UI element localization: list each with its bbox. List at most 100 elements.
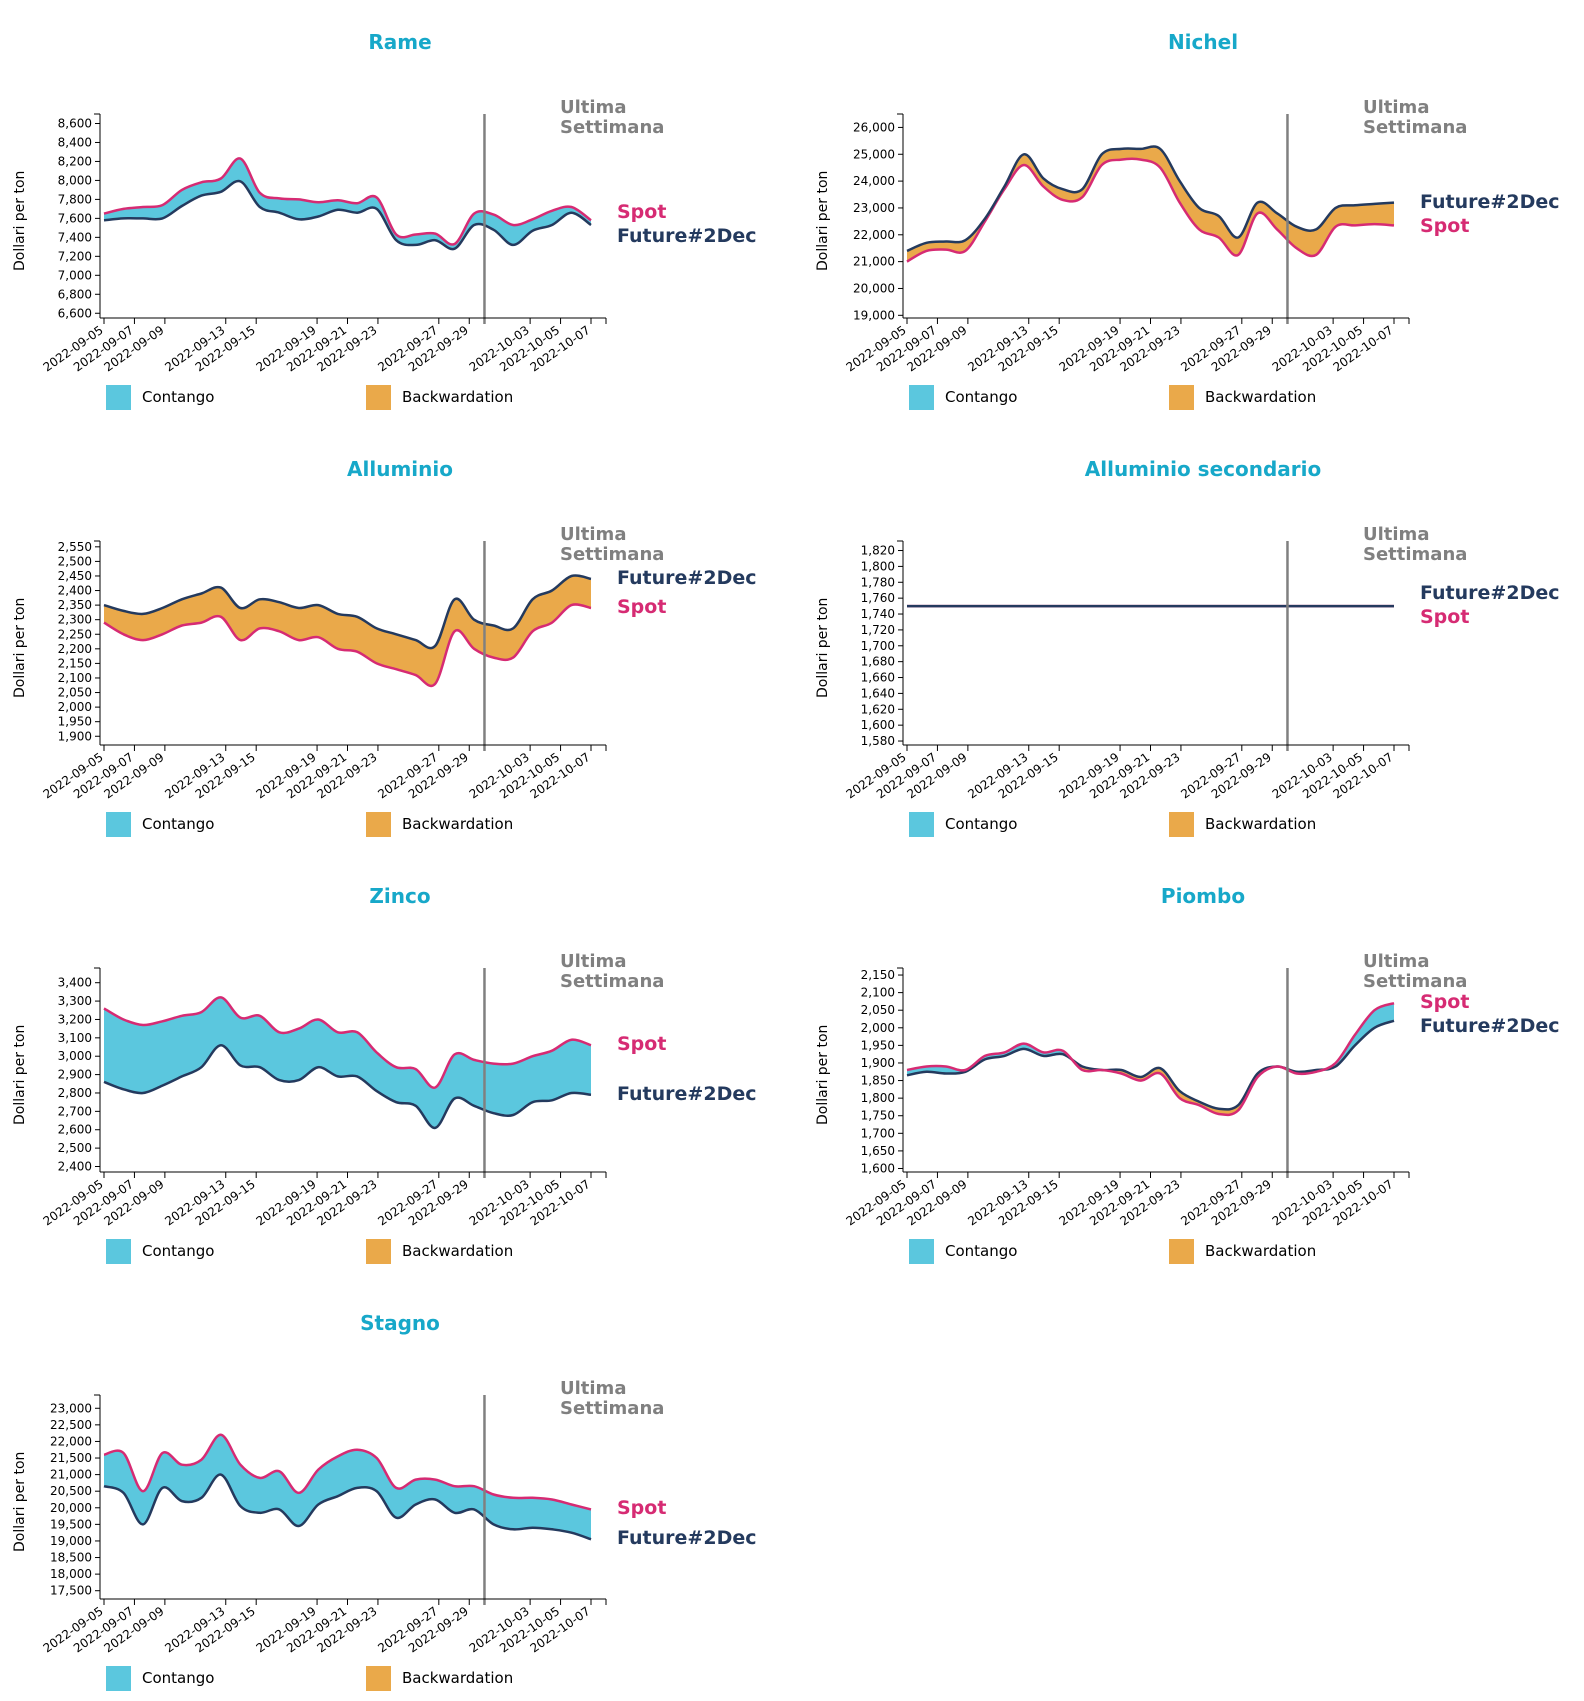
last-week-label-line: Ultima [560,524,627,545]
chart-title: Piombo [1160,884,1246,908]
y-tick-label: 1,900 [861,1056,895,1070]
y-tick-label: 2,050 [58,686,92,700]
last-week-label-line: Ultima [560,97,627,118]
legend-backwardation-label: Backwardation [1205,1242,1317,1260]
y-tick-label: 8,600 [58,116,92,130]
y-tick-label: 2,000 [58,700,92,714]
spot-line [906,1001,1395,1117]
future-series-label: Future#2Dec [1420,190,1560,213]
spot-series-label: Spot [617,1497,667,1520]
last-week-label: Ultima Settimana [560,98,664,138]
y-tick-label: 2,500 [58,554,92,568]
y-tick-label: 1,740 [861,607,895,621]
legend-contango-label: Contango [142,388,215,406]
y-tick-label: 1,660 [861,671,895,685]
y-tick-label: 20,000 [50,1501,92,1515]
future-series-label: Future#2Dec [617,1082,757,1105]
legend-backwardation: Backwardation [366,811,513,837]
y-tick-label: 2,050 [861,1003,895,1017]
chart-title: Stagno [360,1311,440,1335]
legend-backwardation-label: Backwardation [402,1669,514,1687]
y-tick-label: 2,350 [58,598,92,612]
future-series-label: Future#2Dec [617,566,757,589]
legend-backwardation-label: Backwardation [402,388,514,406]
contango-area [104,158,591,250]
last-week-label-line: Ultima [560,951,627,972]
y-tick-label: 20,500 [50,1484,92,1498]
y-tick-label: 1,950 [58,715,92,729]
y-tick-label: 3,200 [58,1012,92,1026]
legend-contango-label: Contango [945,815,1018,833]
y-tick-label: 2,700 [58,1104,92,1118]
y-tick-label: 1,720 [861,623,895,637]
spot-series-label: Spot [617,201,667,223]
y-axis-label: Dollari per ton [12,597,28,698]
chart-panel-piombo: Piombo 1,600 1,650 1,700 1,750 1,800 1,850 1,90… [803,854,1584,1274]
y-tick-label: 2,150 [861,968,895,982]
last-week-label-line: Settimana [1363,971,1468,992]
spot-line [103,996,592,1089]
contango-swatch [106,1238,131,1264]
chart-panel-stagno: Stagno 17,500 18,000 18,500 19,000 19,500 20,0… [0,1281,800,1701]
y-axis-label: Dollari per ton [815,597,831,698]
last-week-label-line: Settimana [560,1398,665,1419]
y-tick-label: 22,000 [50,1434,92,1448]
y-axis-label: Dollari per ton [12,1451,28,1552]
y-tick-label: 2,500 [58,1141,92,1155]
last-week-label: Ultima Settimana [560,952,664,992]
y-tick-label: 8,400 [58,135,92,149]
chart-svg: 2,400 2,500 2,600 2,700 2,800 2,900 3,000 3,100… [41,967,607,1228]
contango-area [104,1434,591,1540]
chart-title: Zinco [369,884,431,908]
spot-line [103,157,592,246]
y-tick-label: 1,700 [861,1126,895,1140]
y-tick-label: 8,200 [58,154,92,168]
backwardation-swatch [366,384,391,410]
y-tick-label: 1,800 [861,1091,895,1105]
y-tick-label: 2,250 [58,627,92,641]
contango-swatch [909,811,934,837]
y-tick-label: 2,450 [58,569,92,583]
y-tick-label: 7,400 [58,230,92,244]
backwardation-swatch [1169,384,1194,410]
legend-backwardation: Backwardation [1169,1238,1316,1264]
legend-contango-label: Contango [142,1669,215,1687]
legend-backwardation-label: Backwardation [1205,815,1317,833]
chart-svg: 19,000 20,000 21,000 22,000 23,000 24,000 25,0… [844,113,1410,374]
chart-title: Rame [368,30,432,54]
y-tick-label: 21,500 [50,1451,92,1465]
future-series-label: Future#2Dec [617,225,757,247]
y-tick-label: 1,580 [861,734,895,748]
legend-backwardation-label: Backwardation [402,815,514,833]
y-tick-label: 2,150 [58,656,92,670]
y-tick-label: 19,000 [50,1534,92,1548]
spot-line [103,1433,592,1511]
future-series-label: Future#2Dec [1420,582,1560,605]
y-tick-label: 1,600 [861,1161,895,1175]
y-tick-label: 2,600 [58,1123,92,1137]
legend-backwardation-label: Backwardation [402,1242,514,1260]
legend-contango-label: Contango [945,1242,1018,1260]
last-week-label-line: Ultima [560,1378,627,1399]
legend-contango-label: Contango [142,1242,215,1260]
chart-svg: 17,500 18,000 18,500 19,000 19,500 20,000 20,5… [41,1394,607,1655]
y-tick-label: 23,000 [853,201,895,215]
legend-contango-label: Contango [945,388,1018,406]
y-tick-label: 19,000 [853,308,895,322]
contango-swatch [106,384,131,410]
y-tick-label: 1,700 [861,639,895,653]
y-tick-label: 7,000 [58,268,92,282]
y-tick-label: 22,500 [50,1418,92,1432]
y-tick-label: 2,550 [58,540,92,554]
y-tick-label: 1,800 [861,559,895,573]
y-tick-label: 2,100 [58,671,92,685]
chart-panel-rame: Rame 6,600 6,800 7,000 7,200 7,400 7,600 7,800 8… [0,0,800,420]
contango-swatch [909,1238,934,1264]
future-line [906,1019,1395,1111]
y-tick-label: 2,100 [861,986,895,1000]
legend-backwardation: Backwardation [366,1238,513,1264]
y-tick-label: 26,000 [853,120,895,134]
last-week-label-line: Ultima [1363,951,1430,972]
legend-backwardation: Backwardation [366,384,513,410]
